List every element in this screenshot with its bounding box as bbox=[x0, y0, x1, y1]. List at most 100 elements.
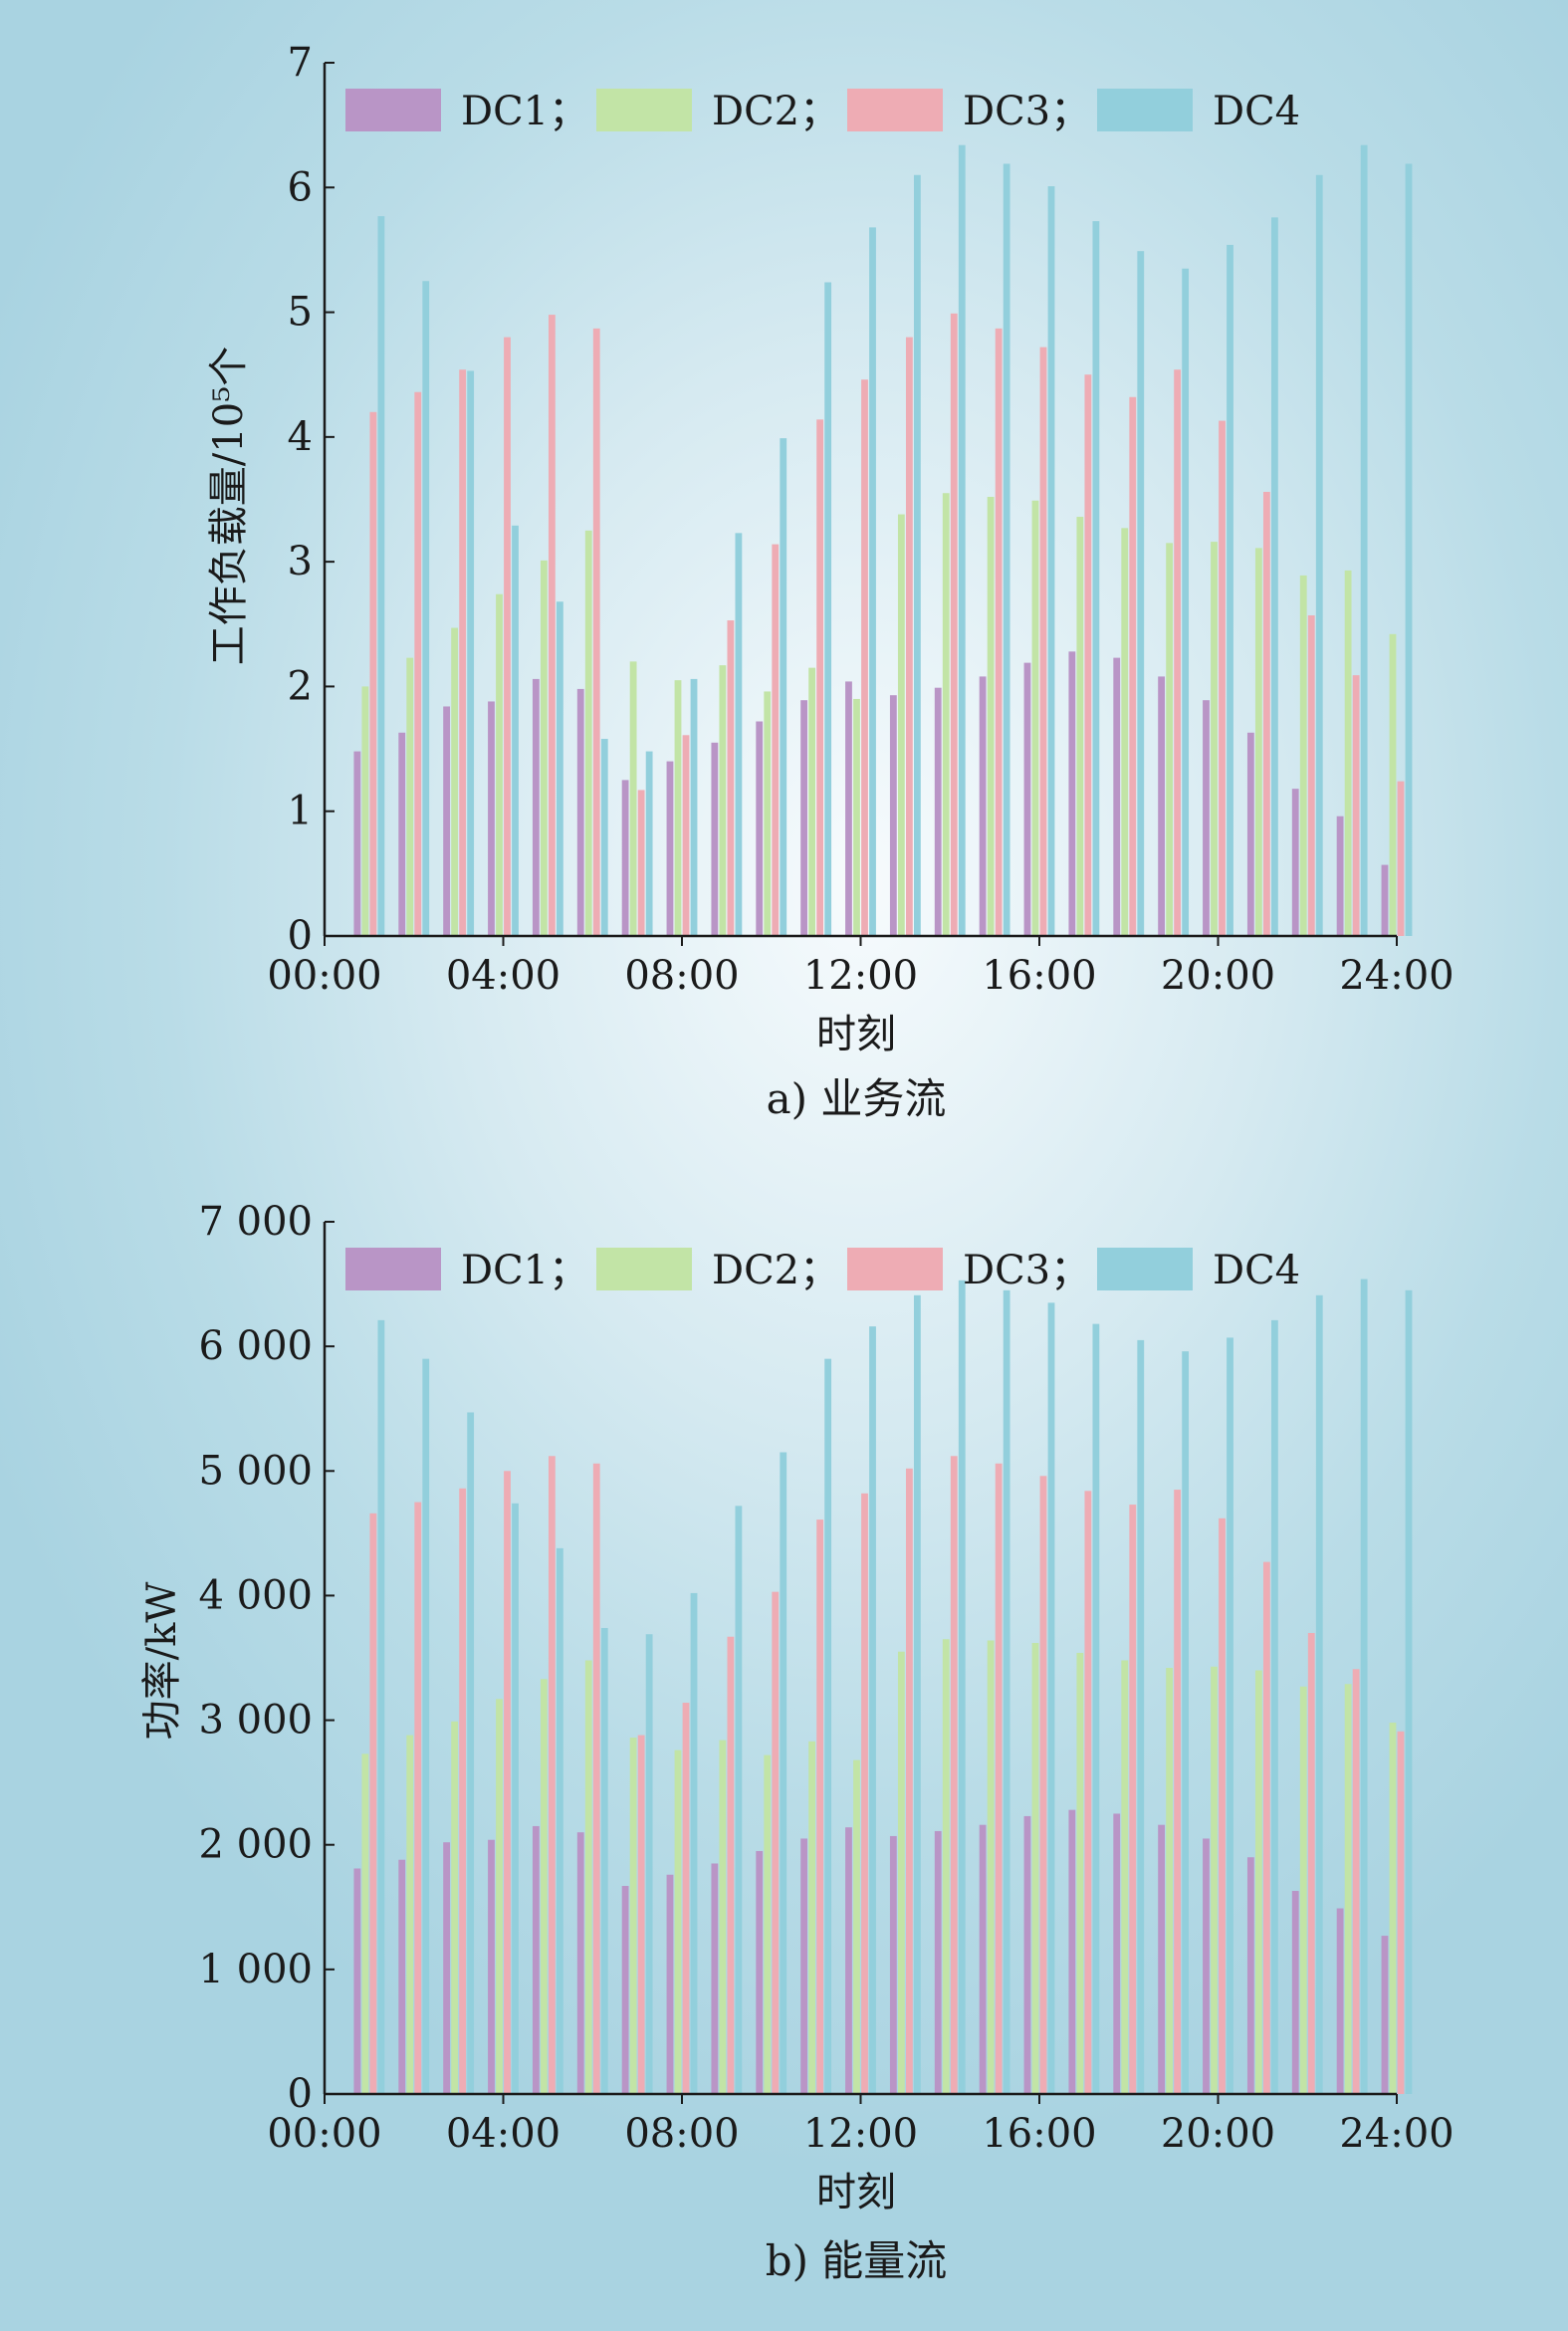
legend-swatch-dc3 bbox=[847, 1248, 943, 1290]
x-tick-label: 08:00 bbox=[624, 2111, 739, 2157]
bar-dc1-2 bbox=[398, 1859, 406, 2094]
y-tick-label: 0 bbox=[288, 913, 313, 959]
bar-dc3-5 bbox=[548, 1456, 556, 2094]
bar-dc1-10 bbox=[756, 1850, 764, 2094]
bar-dc2-10 bbox=[764, 1754, 772, 2094]
bar-dc4-13 bbox=[913, 174, 921, 936]
y-tick-label: 3 bbox=[288, 539, 313, 584]
bar-dc4-7 bbox=[645, 1634, 653, 2094]
bar-dc1-13 bbox=[889, 695, 897, 936]
bar-dc3-23 bbox=[1352, 675, 1360, 936]
x-tick-label: 04:00 bbox=[446, 2111, 560, 2157]
bar-dc3-10 bbox=[772, 1591, 780, 2094]
bar-dc1-5 bbox=[532, 1825, 540, 2094]
y-tick-label: 5 000 bbox=[198, 1448, 313, 1494]
legend-label-dc1: DC1； bbox=[461, 89, 588, 134]
bar-dc4-12 bbox=[869, 227, 876, 936]
bar-dc4-5 bbox=[556, 601, 563, 936]
bar-dc3-9 bbox=[727, 620, 735, 936]
y-tick-label: 0 bbox=[288, 2071, 313, 2117]
bar-dc3-21 bbox=[1262, 491, 1270, 936]
bar-dc3-17 bbox=[1084, 1491, 1092, 2094]
bar-dc1-9 bbox=[711, 742, 719, 936]
bar-dc1-18 bbox=[1113, 1813, 1121, 2094]
bar-dc3-3 bbox=[459, 369, 467, 936]
bar-dc4-11 bbox=[824, 282, 832, 936]
bar-dc4-17 bbox=[1092, 1323, 1100, 2094]
bar-dc1-22 bbox=[1291, 789, 1299, 936]
bar-dc3-1 bbox=[369, 411, 377, 936]
bar-dc2-19 bbox=[1166, 1668, 1174, 2094]
bar-dc1-21 bbox=[1246, 732, 1254, 936]
bar-dc2-14 bbox=[942, 493, 950, 936]
bar-dc3-12 bbox=[861, 379, 868, 937]
bar-dc2-2 bbox=[406, 1735, 414, 2094]
bar-dc2-22 bbox=[1299, 575, 1307, 936]
x-tick-label: 24:00 bbox=[1339, 953, 1454, 999]
bar-dc2-15 bbox=[987, 1640, 995, 2094]
chart-b-y-ticks: 0 1 000 2 000 3 000 4 000 5 000 6 000 7 000 bbox=[198, 1199, 335, 2117]
bar-dc4-6 bbox=[600, 739, 608, 936]
bar-dc4-11 bbox=[824, 1358, 832, 2094]
bar-dc4-22 bbox=[1315, 174, 1323, 936]
bar-dc3-17 bbox=[1084, 374, 1092, 937]
bar-dc4-3 bbox=[467, 1412, 475, 2094]
bar-dc1-14 bbox=[934, 1830, 942, 2094]
bar-dc2-22 bbox=[1299, 1686, 1307, 2094]
bar-dc1-14 bbox=[934, 687, 942, 936]
legend-label-dc2: DC2； bbox=[712, 89, 839, 134]
bar-dc4-16 bbox=[1047, 1302, 1055, 2094]
bar-dc1-12 bbox=[845, 681, 852, 936]
bar-dc3-6 bbox=[592, 328, 600, 936]
bar-dc1-1 bbox=[353, 751, 361, 936]
bar-dc2-17 bbox=[1076, 517, 1084, 936]
x-tick-label: 08:00 bbox=[624, 953, 739, 999]
x-tick-label: 00:00 bbox=[267, 2111, 381, 2157]
bar-dc2-7 bbox=[629, 661, 637, 936]
bar-dc1-4 bbox=[488, 1839, 495, 2094]
legend-swatch-dc3 bbox=[847, 89, 943, 131]
bar-dc1-19 bbox=[1158, 1824, 1166, 2094]
bar-dc2-7 bbox=[629, 1738, 637, 2094]
legend-label-dc1: DC1； bbox=[461, 1248, 588, 1293]
bar-dc3-9 bbox=[727, 1636, 735, 2094]
legend-label-dc3: DC3； bbox=[963, 1248, 1090, 1293]
chart-b-x-axis-title: 时刻 bbox=[816, 2170, 896, 2215]
bar-dc2-11 bbox=[808, 1741, 816, 2094]
bar-dc4-9 bbox=[735, 533, 743, 936]
chart-a-y-ticks: 0 1 2 3 4 5 6 7 bbox=[288, 40, 335, 959]
bar-dc3-24 bbox=[1397, 781, 1405, 936]
bar-dc4-15 bbox=[1003, 163, 1010, 937]
x-tick-label: 24:00 bbox=[1339, 2111, 1454, 2157]
bar-dc1-18 bbox=[1113, 657, 1121, 936]
chart-b-power: 0 1 000 2 000 3 000 4 000 5 000 6 000 7 000 00:… bbox=[139, 1199, 1455, 2285]
bar-dc1-11 bbox=[800, 700, 808, 936]
bar-dc3-2 bbox=[414, 391, 422, 936]
bar-dc4-12 bbox=[869, 1326, 876, 2094]
bar-dc1-11 bbox=[800, 1838, 808, 2094]
bar-dc2-18 bbox=[1121, 528, 1129, 936]
chart-a-x-axis-title: 时刻 bbox=[816, 1012, 896, 1057]
bar-dc2-21 bbox=[1254, 1670, 1262, 2094]
bar-dc1-17 bbox=[1068, 1809, 1076, 2094]
bar-dc3-12 bbox=[861, 1493, 868, 2094]
chart-a-y-axis-title: 工作负载量/10⁵个 bbox=[206, 347, 252, 665]
bar-dc4-13 bbox=[913, 1294, 921, 2094]
bar-dc3-11 bbox=[816, 1519, 824, 2094]
y-tick-label: 3 000 bbox=[198, 1698, 313, 1744]
bar-dc2-10 bbox=[764, 691, 772, 936]
bar-dc2-4 bbox=[496, 1699, 503, 2094]
x-tick-label: 12:00 bbox=[803, 2111, 918, 2157]
bar-dc4-7 bbox=[645, 751, 653, 936]
bar-dc3-16 bbox=[1039, 347, 1047, 936]
bar-dc2-5 bbox=[540, 560, 548, 936]
y-tick-label: 1 000 bbox=[198, 1947, 313, 1992]
bar-dc4-23 bbox=[1360, 1279, 1368, 2094]
bar-dc4-1 bbox=[377, 1319, 385, 2094]
bar-dc1-24 bbox=[1381, 864, 1389, 936]
bar-dc4-21 bbox=[1270, 217, 1278, 937]
chart-a-axes bbox=[323, 63, 1397, 938]
bar-dc3-15 bbox=[995, 1463, 1003, 2094]
bar-dc2-1 bbox=[361, 1753, 369, 2094]
